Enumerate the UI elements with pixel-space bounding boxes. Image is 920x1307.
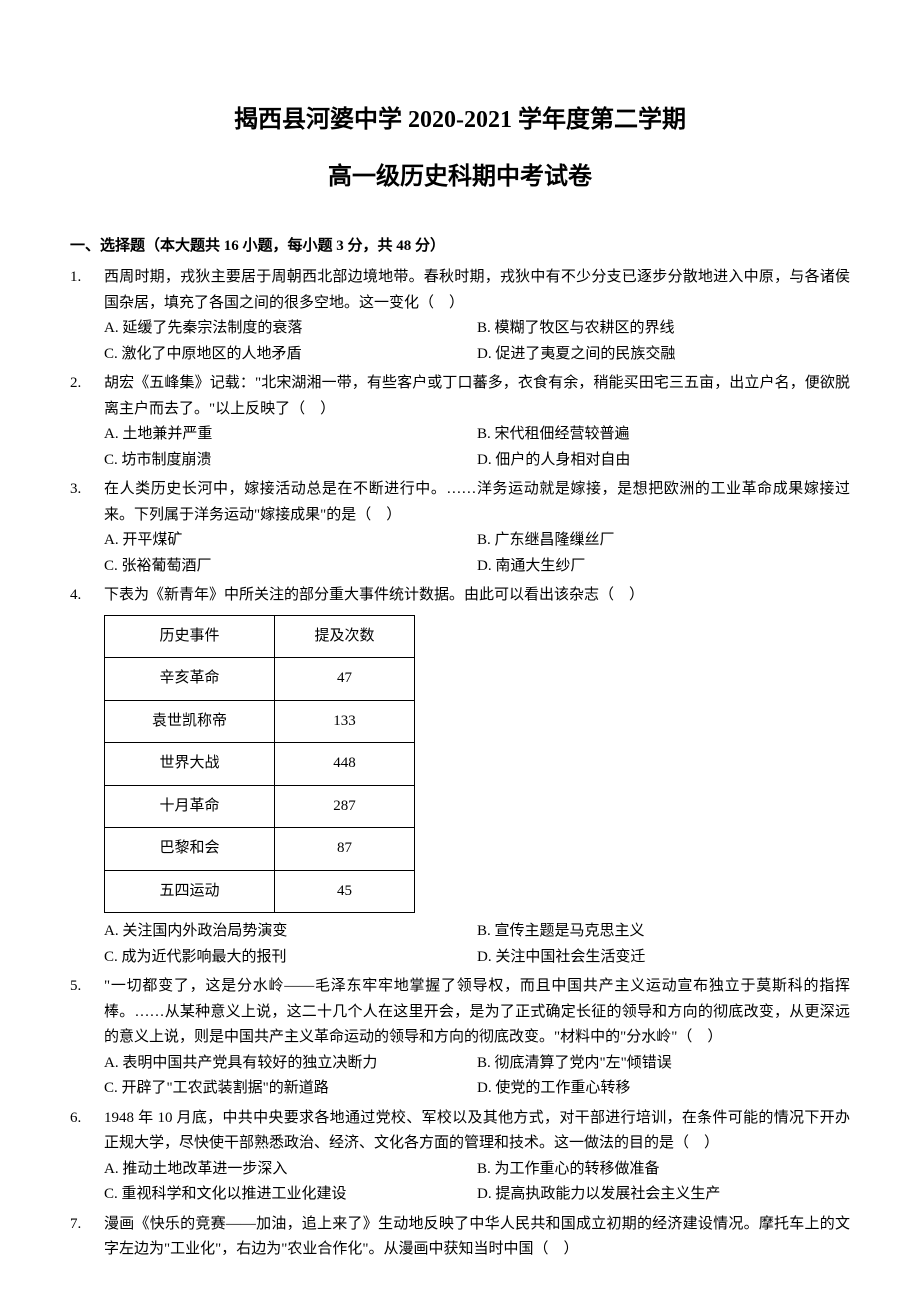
question-text: 在人类历史长河中，嫁接活动总是在不断进行中。……洋务运动就是嫁接，是想把欧洲的工… bbox=[104, 477, 850, 528]
question-number: 7. bbox=[70, 1212, 104, 1263]
question-text: 西周时期，戎狄主要居于周朝西北部边境地带。春秋时期，戎狄中有不少分支已逐步分散地… bbox=[104, 265, 850, 316]
question: 7.漫画《快乐的竞赛——加油，追上来了》生动地反映了中华人民共和国成立初期的经济… bbox=[70, 1212, 850, 1263]
option: A. 延缓了先秦宗法制度的衰落 bbox=[104, 316, 477, 342]
table-cell: 袁世凯称帝 bbox=[105, 700, 275, 743]
question-body: 西周时期，戎狄主要居于周朝西北部边境地带。春秋时期，戎狄中有不少分支已逐步分散地… bbox=[104, 265, 850, 367]
question-text: 漫画《快乐的竞赛——加油，追上来了》生动地反映了中华人民共和国成立初期的经济建设… bbox=[104, 1212, 850, 1263]
options-row: A. 推动土地改革进一步深入B. 为工作重心的转移做准备 bbox=[104, 1157, 850, 1183]
option: B. 为工作重心的转移做准备 bbox=[477, 1157, 850, 1183]
option: A. 表明中国共产党具有较好的独立决断力 bbox=[104, 1051, 477, 1077]
question: 1.西周时期，戎狄主要居于周朝西北部边境地带。春秋时期，戎狄中有不少分支已逐步分… bbox=[70, 265, 850, 367]
table-row: 十月革命287 bbox=[105, 785, 415, 828]
option: B. 彻底清算了党内"左"倾错误 bbox=[477, 1051, 850, 1077]
table-row: 巴黎和会87 bbox=[105, 828, 415, 871]
table-cell: 辛亥革命 bbox=[105, 658, 275, 701]
option: B. 模糊了牧区与农耕区的界线 bbox=[477, 316, 850, 342]
question-number: 2. bbox=[70, 371, 104, 473]
table-row: 辛亥革命47 bbox=[105, 658, 415, 701]
table-cell: 448 bbox=[275, 743, 415, 786]
question-body: 胡宏《五峰集》记载："北宋湖湘一带，有些客户或丁口蕃多，衣食有余，稍能买田宅三五… bbox=[104, 371, 850, 473]
option: C. 张裕葡萄酒厂 bbox=[104, 554, 477, 580]
options-row: C. 成为近代影响最大的报刊D. 关注中国社会生活变迁 bbox=[104, 945, 850, 971]
option: C. 开辟了"工农武装割据"的新道路 bbox=[104, 1076, 477, 1102]
table-cell: 十月革命 bbox=[105, 785, 275, 828]
option: A. 开平煤矿 bbox=[104, 528, 477, 554]
options-row: C. 坊市制度崩溃D. 佃户的人身相对自由 bbox=[104, 448, 850, 474]
options-row: C. 张裕葡萄酒厂D. 南通大生纱厂 bbox=[104, 554, 850, 580]
table-cell: 87 bbox=[275, 828, 415, 871]
options-row: C. 开辟了"工农武装割据"的新道路D. 使党的工作重心转移 bbox=[104, 1076, 850, 1102]
option: B. 宣传主题是马克思主义 bbox=[477, 919, 850, 945]
question: 4.下表为《新青年》中所关注的部分重大事件统计数据。由此可以看出该杂志（ ） 历史… bbox=[70, 583, 850, 970]
table-cell: 五四运动 bbox=[105, 870, 275, 913]
table-header-cell: 历史事件 bbox=[105, 615, 275, 658]
option: A. 土地兼并严重 bbox=[104, 422, 477, 448]
options-row: C. 激化了中原地区的人地矛盾D. 促进了夷夏之间的民族交融 bbox=[104, 342, 850, 368]
question-number: 6. bbox=[70, 1106, 104, 1208]
option: C. 激化了中原地区的人地矛盾 bbox=[104, 342, 477, 368]
table-cell: 47 bbox=[275, 658, 415, 701]
options-row: C. 重视科学和文化以推进工业化建设D. 提高执政能力以发展社会主义生产 bbox=[104, 1182, 850, 1208]
section-header: 一、选择题（本大题共 16 小题，每小题 3 分，共 48 分） bbox=[70, 234, 850, 260]
question: 5."一切都变了，这是分水岭——毛泽东牢牢地掌握了领导权，而且中国共产主义运动宣… bbox=[70, 974, 850, 1102]
table-row: 袁世凯称帝133 bbox=[105, 700, 415, 743]
question-body: 下表为《新青年》中所关注的部分重大事件统计数据。由此可以看出该杂志（ ） 历史事件… bbox=[104, 583, 850, 970]
option: A. 推动土地改革进一步深入 bbox=[104, 1157, 477, 1183]
question-body: "一切都变了，这是分水岭——毛泽东牢牢地掌握了领导权，而且中国共产主义运动宣布独… bbox=[104, 974, 850, 1102]
option: D. 佃户的人身相对自由 bbox=[477, 448, 850, 474]
question-number: 3. bbox=[70, 477, 104, 579]
options-row: A. 延缓了先秦宗法制度的衰落B. 模糊了牧区与农耕区的界线 bbox=[104, 316, 850, 342]
question-body: 1948 年 10 月底，中共中央要求各地通过党校、军校以及其他方式，对干部进行… bbox=[104, 1106, 850, 1208]
option: C. 重视科学和文化以推进工业化建设 bbox=[104, 1182, 477, 1208]
question: 2.胡宏《五峰集》记载："北宋湖湘一带，有些客户或丁口蕃多，衣食有余，稍能买田宅… bbox=[70, 371, 850, 473]
option: A. 关注国内外政治局势演变 bbox=[104, 919, 477, 945]
questions-list: 1.西周时期，戎狄主要居于周朝西北部边境地带。春秋时期，戎狄中有不少分支已逐步分… bbox=[70, 265, 850, 1263]
option: D. 促进了夷夏之间的民族交融 bbox=[477, 342, 850, 368]
question-number: 5. bbox=[70, 974, 104, 1102]
question-text: 1948 年 10 月底，中共中央要求各地通过党校、军校以及其他方式，对干部进行… bbox=[104, 1106, 850, 1157]
data-table: 历史事件提及次数辛亥革命47袁世凯称帝133世界大战448十月革命287巴黎和会… bbox=[104, 615, 415, 914]
table-cell: 巴黎和会 bbox=[105, 828, 275, 871]
table-row: 世界大战448 bbox=[105, 743, 415, 786]
table-cell: 45 bbox=[275, 870, 415, 913]
table-cell: 287 bbox=[275, 785, 415, 828]
question: 6.1948 年 10 月底，中共中央要求各地通过党校、军校以及其他方式，对干部… bbox=[70, 1106, 850, 1208]
options-row: A. 开平煤矿B. 广东继昌隆缫丝厂 bbox=[104, 528, 850, 554]
option: C. 成为近代影响最大的报刊 bbox=[104, 945, 477, 971]
options-row: A. 土地兼并严重B. 宋代租佃经营较普遍 bbox=[104, 422, 850, 448]
option: B. 广东继昌隆缫丝厂 bbox=[477, 528, 850, 554]
option: D. 关注中国社会生活变迁 bbox=[477, 945, 850, 971]
options-row: A. 关注国内外政治局势演变B. 宣传主题是马克思主义 bbox=[104, 919, 850, 945]
question-number: 1. bbox=[70, 265, 104, 367]
exam-title-main: 揭西县河婆中学 2020-2021 学年度第二学期 bbox=[70, 100, 850, 141]
question-number: 4. bbox=[70, 583, 104, 970]
table-row: 五四运动45 bbox=[105, 870, 415, 913]
options-row: A. 表明中国共产党具有较好的独立决断力B. 彻底清算了党内"左"倾错误 bbox=[104, 1051, 850, 1077]
table-cell: 133 bbox=[275, 700, 415, 743]
question-text: "一切都变了，这是分水岭——毛泽东牢牢地掌握了领导权，而且中国共产主义运动宣布独… bbox=[104, 974, 850, 1051]
table-header-cell: 提及次数 bbox=[275, 615, 415, 658]
question-body: 漫画《快乐的竞赛——加油，追上来了》生动地反映了中华人民共和国成立初期的经济建设… bbox=[104, 1212, 850, 1263]
option: C. 坊市制度崩溃 bbox=[104, 448, 477, 474]
question-body: 在人类历史长河中，嫁接活动总是在不断进行中。……洋务运动就是嫁接，是想把欧洲的工… bbox=[104, 477, 850, 579]
table-cell: 世界大战 bbox=[105, 743, 275, 786]
option: D. 南通大生纱厂 bbox=[477, 554, 850, 580]
option: D. 使党的工作重心转移 bbox=[477, 1076, 850, 1102]
question-text: 胡宏《五峰集》记载："北宋湖湘一带，有些客户或丁口蕃多，衣食有余，稍能买田宅三五… bbox=[104, 371, 850, 422]
option: D. 提高执政能力以发展社会主义生产 bbox=[477, 1182, 850, 1208]
question: 3.在人类历史长河中，嫁接活动总是在不断进行中。……洋务运动就是嫁接，是想把欧洲… bbox=[70, 477, 850, 579]
option: B. 宋代租佃经营较普遍 bbox=[477, 422, 850, 448]
question-text: 下表为《新青年》中所关注的部分重大事件统计数据。由此可以看出该杂志（ ） bbox=[104, 583, 850, 609]
exam-title-sub: 高一级历史科期中考试卷 bbox=[70, 157, 850, 198]
